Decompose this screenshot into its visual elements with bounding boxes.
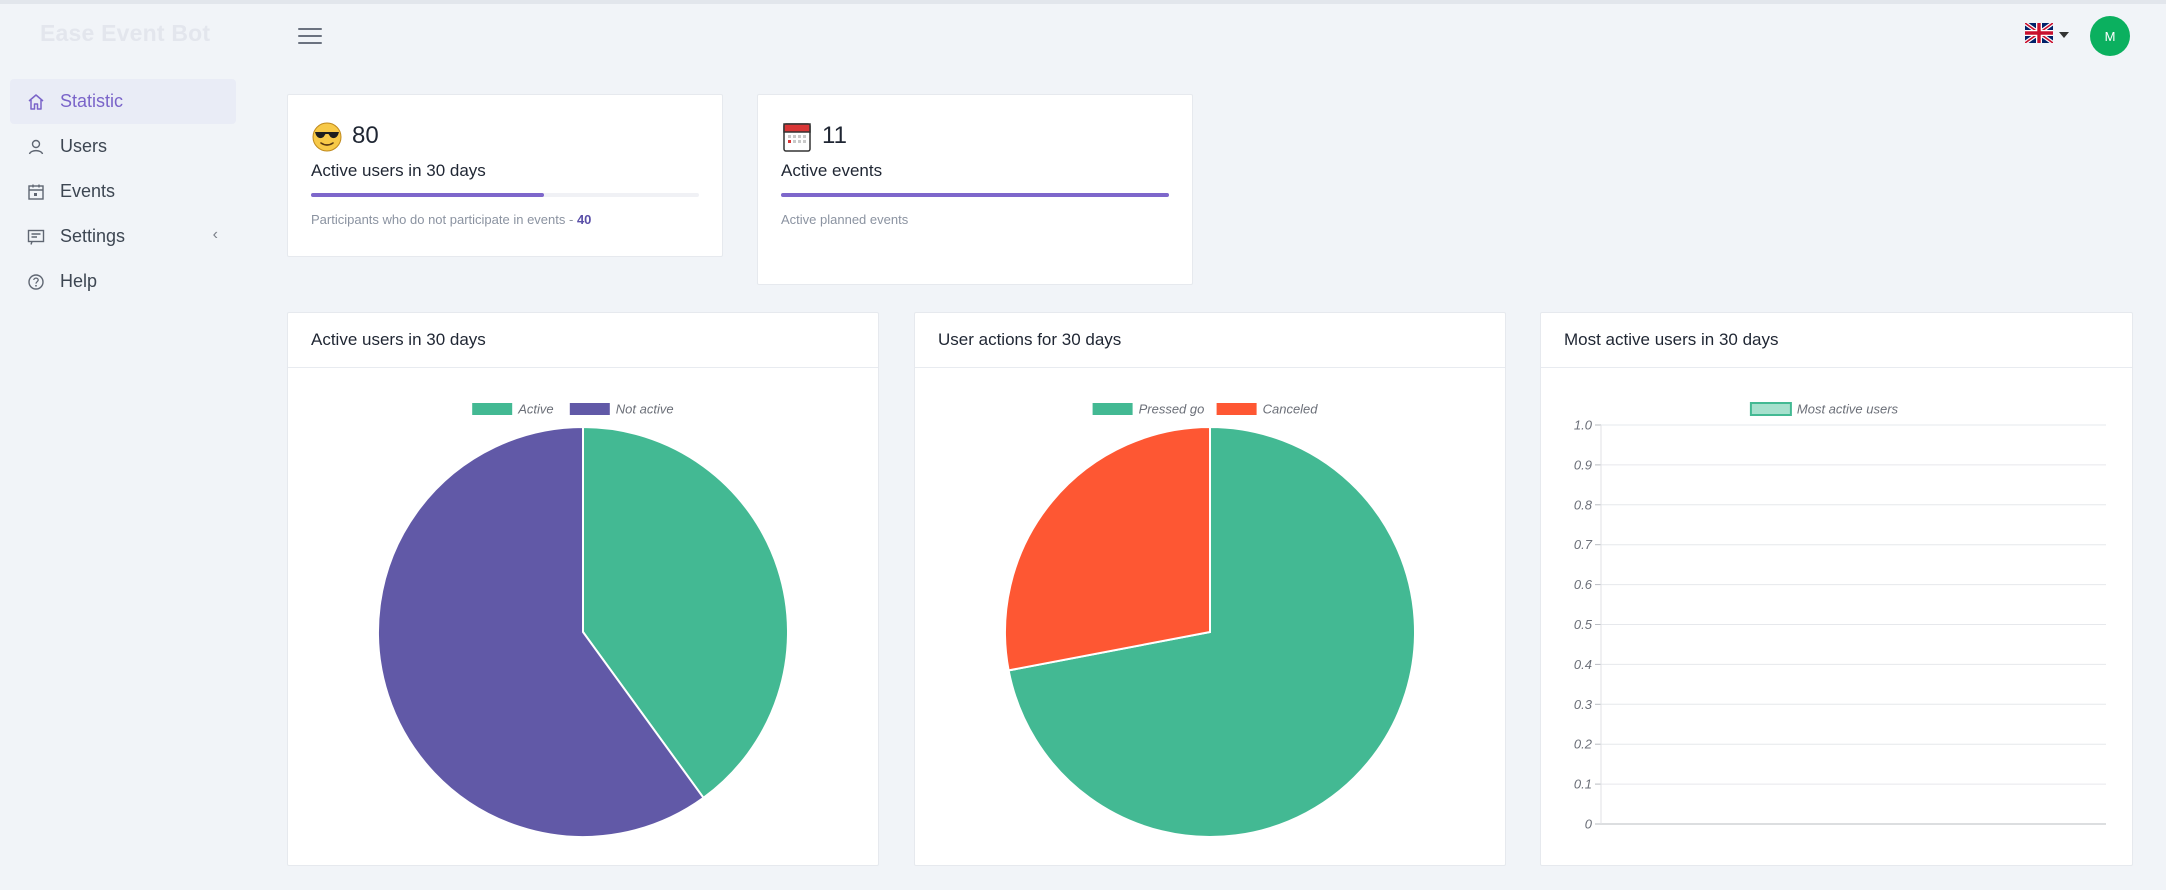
legend-swatch[interactable] (1216, 403, 1257, 415)
sidebar-item-events[interactable]: Events (10, 169, 236, 214)
chart-title: User actions for 30 days (915, 313, 1505, 368)
active-events-label: Active events (781, 161, 883, 180)
active-events-progress (781, 193, 1169, 197)
active-users-pie-chart: Active Not active (377, 402, 789, 838)
most-active-users-chart-card: Most active users in 30 days Most active… (1540, 312, 2133, 866)
sidebar-item-help[interactable]: Help (10, 259, 236, 304)
legend-label[interactable]: Canceled (1263, 402, 1319, 417)
sidebar: Statistic Users Events Settings ‹ Help (10, 79, 236, 304)
pie-slice-pressed-go[interactable] (1007, 425, 1416, 838)
active-users-label: Active users in 30 days (311, 161, 486, 180)
legend-label[interactable]: Not active (616, 402, 674, 417)
active-events-note: Active planned events (781, 212, 909, 227)
sunglasses-emoji-icon (311, 121, 342, 152)
y-tick-label: 1.0 (1574, 418, 1593, 433)
most-active-users-bar-chart: Most active users 0 0.1 0.2 0.3 0.4 0.5 0.6 0.7 0… (1574, 402, 2106, 832)
inactive-participants-note: Participants who do not participate in e… (311, 212, 592, 227)
sidebar-item-label: Users (60, 136, 108, 156)
dropdown-caret-icon (2059, 32, 2069, 38)
legend-swatch[interactable] (569, 403, 610, 415)
pie-slice-not-active[interactable] (377, 425, 705, 838)
uk-flag-icon (2023, 20, 2055, 48)
top-border (0, 0, 2166, 4)
sidebar-item-label: Events (60, 181, 116, 201)
y-tick-label: 0.4 (1574, 657, 1592, 672)
y-tick-label: 0.9 (1574, 457, 1592, 472)
brand-logo-text[interactable]: Ease Event Bot (40, 20, 211, 46)
avatar[interactable]: M (2090, 16, 2130, 56)
active-users-progress (311, 193, 699, 197)
sidebar-item-users[interactable]: Users (10, 124, 236, 169)
menu-toggle-icon[interactable] (298, 25, 322, 45)
pie-slice-canceled[interactable] (1004, 425, 1211, 672)
sidebar-item-label: Statistic (60, 91, 124, 111)
user-icon (26, 137, 46, 157)
y-tick-label: 0 (1585, 817, 1593, 832)
sidebar-item-label: Settings (60, 226, 126, 246)
legend-label[interactable]: Pressed go (1139, 402, 1205, 417)
y-tick-label: 0.8 (1574, 497, 1593, 512)
active-users-card: 80 Active users in 30 days Participants … (287, 94, 723, 257)
legend-label[interactable]: Active (517, 402, 553, 417)
chart-title: Active users in 30 days (288, 313, 878, 368)
active-events-card: 11 Active events Active planned events (757, 94, 1193, 285)
y-tick-label: 0.1 (1574, 777, 1592, 792)
y-tick-label: 0.3 (1574, 697, 1593, 712)
legend-swatch[interactable] (472, 403, 513, 415)
sidebar-item-settings[interactable]: Settings ‹ (10, 214, 236, 259)
y-tick-label: 0.2 (1574, 737, 1593, 752)
calendar-emoji-icon (781, 121, 811, 152)
active-events-progress-fill (781, 193, 1169, 197)
inactive-participants-count: 40 (576, 212, 592, 227)
y-tick-label: 0.6 (1574, 577, 1593, 592)
active-users-chart-card: Active users in 30 days Active Not active (287, 312, 879, 866)
user-actions-chart-card: User actions for 30 days Pressed go Cance… (914, 312, 1506, 866)
calendar-icon (26, 182, 46, 202)
home-icon (26, 92, 46, 112)
pie-slice-active[interactable] (582, 425, 789, 800)
sidebar-item-label: Help (60, 271, 98, 291)
legend-swatch[interactable] (1749, 402, 1792, 416)
active-events-count: 11 (822, 122, 847, 149)
user-actions-pie-chart: Pressed go Canceled (1004, 402, 1416, 838)
y-tick-label: 0.7 (1574, 537, 1593, 552)
help-circle-icon (26, 272, 46, 292)
chevron-left-icon: ‹ (212, 226, 218, 243)
chart-title: Most active users in 30 days (1541, 313, 2132, 368)
legend-label[interactable]: Most active users (1797, 402, 1899, 417)
legend-swatch[interactable] (1092, 403, 1133, 415)
settings-list-icon (26, 227, 46, 247)
active-users-count: 80 (352, 122, 379, 149)
sidebar-item-statistic[interactable]: Statistic (10, 79, 236, 124)
y-tick-label: 0.5 (1574, 617, 1593, 632)
active-users-progress-fill (311, 193, 544, 197)
language-selector[interactable] (2023, 20, 2071, 48)
